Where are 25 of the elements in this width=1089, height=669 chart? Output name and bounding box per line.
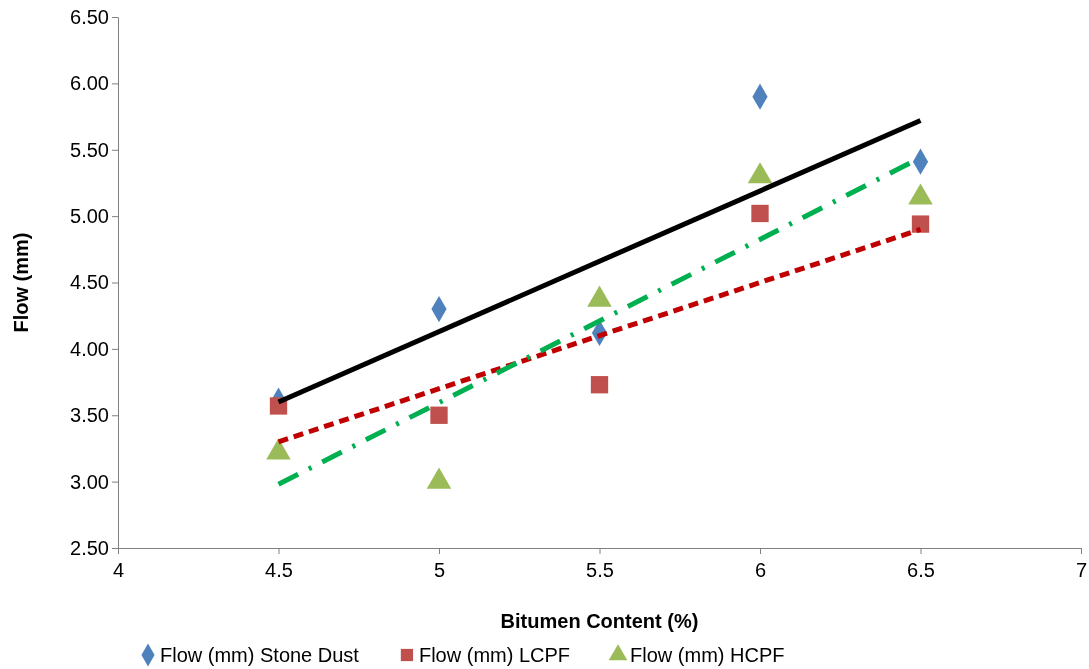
legend-label: Flow (mm) Stone Dust <box>160 644 360 666</box>
legend-label: Flow (mm) HCPF <box>630 644 785 666</box>
point <box>911 215 930 233</box>
y-tick-label: 6.50 <box>70 5 109 28</box>
y-tick-label: 4.00 <box>70 337 109 360</box>
legend-label: Flow (mm) LCPF <box>418 644 571 666</box>
y-tick-label: 6.00 <box>70 72 109 95</box>
x-tick-label: 7 <box>1075 559 1088 581</box>
y-tick-label: 3.50 <box>70 404 109 427</box>
x-tick-label: 5 <box>433 559 446 581</box>
x-tick-label: 5.5 <box>586 559 614 581</box>
point <box>430 406 448 424</box>
x-tick-label: 4 <box>112 559 125 581</box>
y-tick-label: 5.00 <box>70 205 109 228</box>
y-tick-label: 4.50 <box>70 271 109 294</box>
point <box>590 376 609 394</box>
y-tick-label: 3.00 <box>70 470 109 493</box>
y-axis-title: Flow (mm) <box>10 232 32 333</box>
x-tick-label: 6 <box>754 559 767 581</box>
x-tick-label: 4.5 <box>265 559 293 581</box>
y-tick-label: 5.50 <box>70 138 109 161</box>
x-tick-label: 6.5 <box>907 559 935 581</box>
point <box>751 204 769 223</box>
y-tick-label: 2.50 <box>70 536 109 559</box>
x-axis-title: Bitumen Content (%) <box>500 610 699 632</box>
